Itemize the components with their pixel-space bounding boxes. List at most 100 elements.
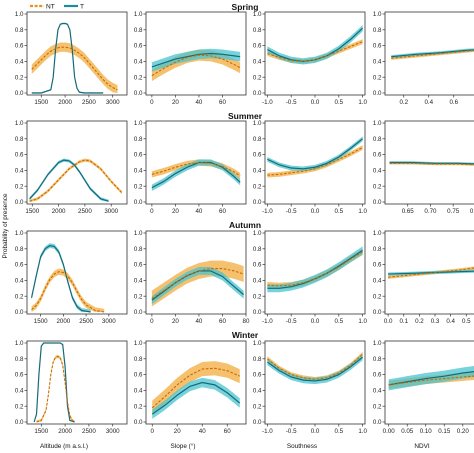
panel-summer-slope: 0.0 0.2 0.4 0.6 0.8 1.0 0 20 40 60 — [134, 120, 247, 215]
y-tick-label: 0.8 — [15, 246, 24, 253]
series-line-nt — [389, 162, 474, 166]
x-tick-label: 0.10 — [420, 428, 433, 435]
x-tick-label: 0.4 — [424, 99, 433, 106]
plot-area — [389, 161, 474, 166]
panel-autumn-slope: 0.0 0.2 0.4 0.6 0.8 1.0 0 20 40 60 80 — [134, 230, 250, 325]
y-tick-label: 0.6 — [373, 372, 382, 379]
x-tick-label: 0.5 — [335, 318, 344, 325]
panel-frame — [264, 120, 366, 205]
panel-winter-southness: 0.0 0.2 0.4 0.6 0.8 1.0 -1.0 -0.5 0.0 0.5 1.0 — [253, 340, 368, 435]
panel-autumn-southness: 0.0 0.2 0.4 0.6 0.8 1.0 -1.0 -0.5 0.0 0.5 1.0 — [253, 230, 368, 325]
plot-area — [388, 366, 474, 391]
y-tick-label: 0.4 — [253, 388, 262, 395]
x-tick-label: 0.80 — [470, 208, 474, 215]
y-tick-label: 0.6 — [134, 372, 143, 379]
x-tick-label: 0.15 — [438, 428, 451, 435]
series-line-t — [31, 22, 104, 94]
y-tick-label: 1.0 — [373, 120, 382, 127]
y-tick-label: 0.0 — [373, 419, 382, 426]
x-tick-label: 20 — [174, 428, 181, 435]
legend-t-label: T — [80, 3, 84, 10]
series-line-t — [388, 370, 474, 386]
y-tick-label: 1.0 — [134, 120, 143, 127]
y-tick-label: 0.2 — [253, 403, 262, 410]
series-line-nt — [31, 271, 105, 313]
y-tick-label: 0.0 — [373, 199, 382, 206]
y-tick-label: 0.8 — [134, 356, 143, 363]
y-tick-label: 0.6 — [15, 152, 24, 159]
y-tick-label: 0.2 — [253, 74, 262, 81]
plot-area — [33, 342, 75, 423]
panel-frame — [145, 120, 247, 205]
y-tick-label: 0.8 — [253, 136, 262, 143]
x-tick-label: 0.05 — [401, 428, 414, 435]
series-line-nt — [388, 375, 474, 386]
plot-area — [151, 361, 241, 419]
y-tick-label: 0.0 — [15, 419, 24, 426]
y-tick-label: 0.8 — [373, 27, 382, 34]
y-tick-label: 0.4 — [134, 388, 143, 395]
x-tick-label: 0.6 — [449, 99, 458, 106]
y-tick-label: 0.8 — [253, 246, 262, 253]
series-line-nt — [29, 159, 123, 202]
y-tick-label: 0.4 — [253, 59, 262, 66]
x-axis-label-ndvi: NDVI — [414, 443, 429, 450]
series-line-nt — [36, 355, 75, 423]
y-tick-label: 0.6 — [253, 262, 262, 269]
season-title-autumn: Autumn — [229, 220, 261, 230]
y-tick-label: 1.0 — [373, 340, 382, 347]
y-tick-label: 0.4 — [134, 59, 143, 66]
y-tick-label: 0.0 — [134, 199, 143, 206]
series-line-t — [267, 356, 363, 382]
x-tick-label: 0 — [150, 318, 154, 325]
series-line-nt — [267, 251, 363, 287]
x-tick-label: 0 — [150, 208, 154, 215]
x-tick-label: 0.0 — [311, 318, 320, 325]
ci-band-nt — [267, 248, 363, 290]
season-title-winter: Winter — [232, 330, 259, 340]
y-tick-label: 0.0 — [253, 90, 262, 97]
panel-frame — [26, 11, 128, 96]
y-tick-label: 0.4 — [15, 278, 24, 285]
y-tick-label: 1.0 — [15, 340, 24, 347]
x-axis-label-southness: Southness — [287, 443, 317, 450]
y-tick-label: 0.2 — [373, 183, 382, 190]
y-tick-label: 0.6 — [253, 152, 262, 159]
y-tick-label: 0.4 — [15, 388, 24, 395]
legend: NT T — [30, 3, 84, 10]
y-tick-label: 0.2 — [134, 293, 143, 300]
x-tick-label: -0.5 — [286, 428, 297, 435]
series-line-nt — [267, 353, 363, 380]
x-tick-label: 3000 — [106, 428, 120, 435]
plot-area — [31, 22, 118, 94]
y-tick-label: 0.8 — [134, 136, 143, 143]
y-tick-label: 1.0 — [134, 11, 143, 18]
y-tick-label: 0.4 — [373, 388, 382, 395]
x-tick-label: 1500 — [25, 208, 39, 215]
x-tick-label: 40 — [195, 208, 202, 215]
y-tick-label: 0.2 — [15, 293, 24, 300]
y-tick-label: 0.4 — [373, 278, 382, 285]
y-tick-label: 0.2 — [15, 183, 24, 190]
y-tick-label: 0.2 — [373, 74, 382, 81]
series-line-t — [29, 159, 109, 202]
y-tick-label: 1.0 — [253, 230, 262, 237]
y-tick-label: 0.6 — [253, 372, 262, 379]
y-tick-label: 0.2 — [253, 183, 262, 190]
y-tick-label: 0.0 — [134, 309, 143, 316]
x-tick-label: 1.0 — [358, 99, 367, 106]
series-line-nt — [388, 267, 474, 278]
y-tick-label: 1.0 — [15, 120, 24, 127]
x-tick-label: 0.2 — [399, 99, 408, 106]
y-tick-label: 0.6 — [134, 152, 143, 159]
x-tick-label: 0.1 — [399, 318, 408, 325]
plot-area — [391, 48, 474, 60]
y-tick-label: 0.8 — [134, 27, 143, 34]
x-tick-label: 20 — [172, 318, 179, 325]
y-tick-label: 0.8 — [253, 356, 262, 363]
x-tick-label: 40 — [195, 318, 202, 325]
plot-area — [151, 260, 245, 307]
legend-nt-label: NT — [46, 3, 55, 10]
x-tick-label: 1500 — [34, 428, 48, 435]
